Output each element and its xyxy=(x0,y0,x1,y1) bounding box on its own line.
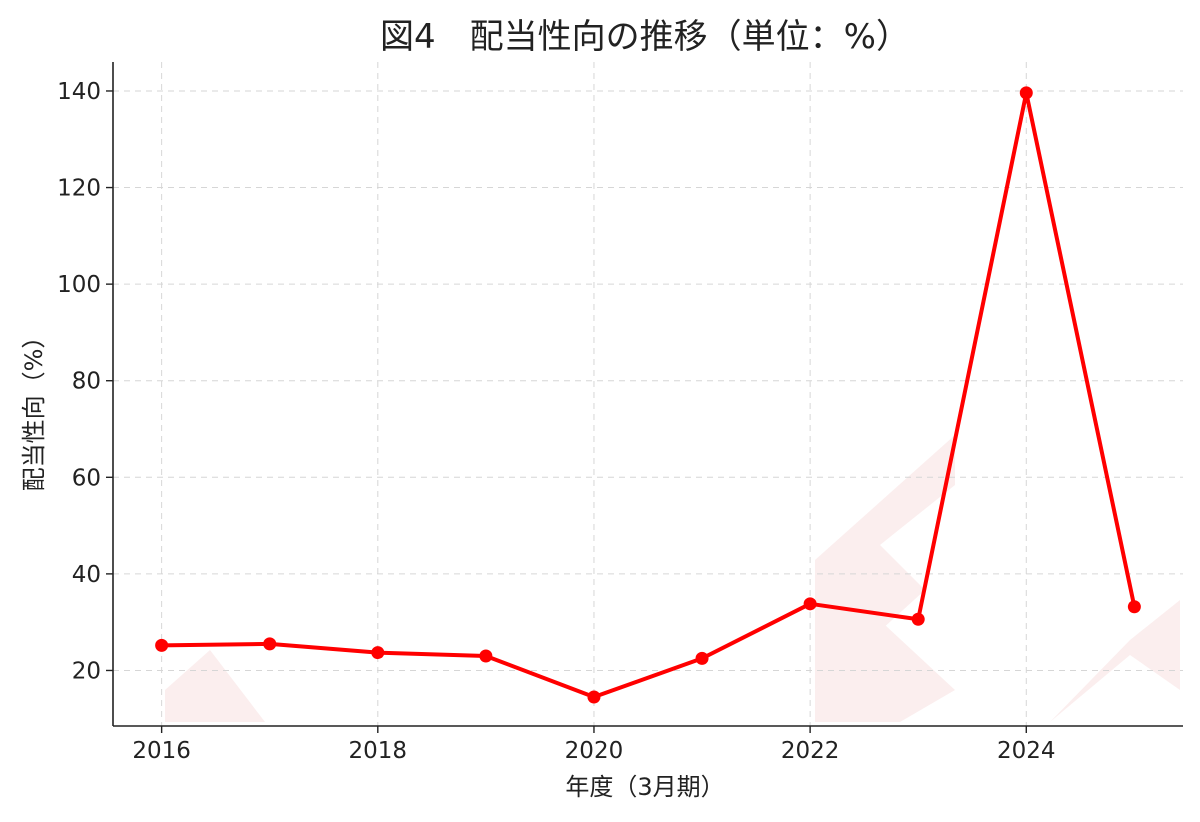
data-point xyxy=(1127,600,1141,614)
x-tick-label: 2022 xyxy=(781,738,840,764)
chart-title: 図4 配当性向の推移（単位：%） xyxy=(380,17,910,57)
x-tick-label: 2020 xyxy=(565,738,624,764)
x-tick-label: 2016 xyxy=(132,738,191,764)
y-tick-label: 80 xyxy=(72,369,101,395)
axes xyxy=(106,62,1183,733)
data-point xyxy=(1019,86,1033,100)
data-point xyxy=(479,649,493,663)
data-point xyxy=(911,612,925,626)
y-tick-label: 20 xyxy=(72,658,101,684)
x-tick-label: 2018 xyxy=(349,738,408,764)
data-point xyxy=(587,690,601,704)
data-point xyxy=(803,597,817,611)
tick-labels: 2016 2018 2020 2022 2024 20 40 60 80 100 120 140 xyxy=(57,79,1055,764)
y-tick-label: 140 xyxy=(57,79,101,105)
data-series xyxy=(155,86,1141,704)
y-tick-label: 60 xyxy=(72,465,101,491)
y-tick-label: 40 xyxy=(72,562,101,588)
y-axis-label: 配当性向（%） xyxy=(20,325,48,492)
x-tick-label: 2024 xyxy=(997,738,1056,764)
watermark-graphic xyxy=(165,435,1180,722)
data-point xyxy=(263,637,277,651)
grid-lines xyxy=(113,62,1183,726)
x-axis-label: 年度（3月期） xyxy=(565,773,724,801)
data-point xyxy=(695,651,709,665)
series-line xyxy=(159,90,1137,700)
data-point xyxy=(371,646,385,660)
y-tick-label: 100 xyxy=(57,272,101,298)
y-tick-label: 120 xyxy=(57,176,101,202)
data-point xyxy=(155,638,169,652)
